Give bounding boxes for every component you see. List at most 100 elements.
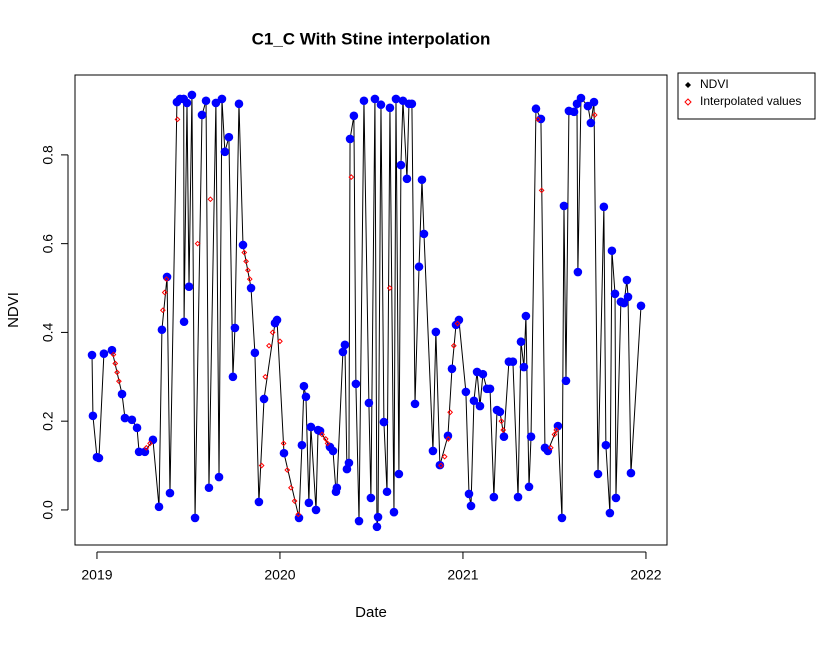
- plot-frame: [74, 74, 668, 546]
- ndvi-point: [428, 446, 438, 456]
- interpolated-point: [112, 360, 119, 367]
- ndvi-point: [184, 282, 194, 291]
- ndvi-point: [593, 469, 603, 479]
- ndvi-point: [370, 94, 380, 104]
- ndvi-point: [359, 96, 369, 106]
- ndvi-point: [99, 349, 109, 359]
- ndvi-point: [414, 262, 424, 272]
- interpolated-point: [245, 267, 251, 274]
- ndvi-point: [391, 94, 401, 104]
- legend-label: NDVI: [700, 77, 729, 91]
- ndvi-point: [272, 315, 282, 325]
- ndvi-point: [332, 483, 342, 493]
- ndvi-point: [340, 340, 350, 350]
- ndvi-point: [157, 325, 167, 335]
- ndvi-point: [394, 469, 404, 479]
- interpolated-point: [258, 462, 265, 469]
- ndvi-point: [495, 407, 505, 417]
- ndvi-point: [154, 502, 164, 512]
- ndvi-point: [516, 337, 526, 347]
- ndvi-point: [499, 432, 509, 442]
- ndvi-point: [217, 94, 227, 104]
- interpolated-point: [174, 116, 181, 123]
- ndvi-point: [364, 398, 374, 408]
- ndvi-point: [344, 458, 354, 468]
- ndvi-point: [489, 492, 499, 502]
- interpolated-point: [322, 436, 329, 442]
- ndvi-point: [211, 98, 221, 108]
- interpolated-point: [535, 116, 541, 123]
- ndvi-point: [120, 413, 130, 423]
- interpolated-point: [450, 342, 457, 349]
- ndvi-point: [611, 493, 621, 503]
- ndvi-point: [187, 90, 197, 100]
- ndvi-point: [524, 482, 534, 492]
- ndvi-point: [354, 516, 364, 526]
- ndvi-point: [573, 267, 583, 277]
- interpolated-point: [324, 440, 331, 447]
- ndvi-point: [279, 448, 289, 458]
- interpolated-point: [269, 329, 276, 336]
- interpolated-point: [386, 285, 393, 291]
- ndvi-point: [419, 229, 429, 239]
- interpolated-point: [591, 112, 598, 118]
- ndvi-point: [376, 100, 386, 110]
- ndvi-point: [165, 488, 175, 498]
- ndvi-point: [345, 134, 355, 144]
- interpolated-point: [438, 462, 444, 469]
- ndvi-point: [127, 415, 137, 425]
- interpolated-point: [538, 187, 545, 194]
- ndvi-point: [328, 446, 338, 456]
- ndvi-point: [372, 522, 382, 532]
- ndvi-point: [569, 107, 579, 117]
- ndvi-point: [87, 350, 97, 360]
- ndvi-point: [521, 311, 531, 321]
- ndvi-point: [601, 440, 611, 450]
- interpolated-point: [266, 342, 272, 349]
- ndvi-point: [228, 372, 238, 382]
- interpolated-point: [161, 289, 168, 296]
- x-tick-label: 2021: [447, 567, 478, 583]
- ndvi-point: [299, 381, 309, 391]
- ndvi-point: [605, 508, 615, 518]
- x-tick-label: 2022: [630, 567, 661, 583]
- legend-box: [677, 72, 816, 120]
- ndvi-point: [531, 104, 541, 114]
- ndvi-point: [94, 453, 104, 463]
- ndvi-point: [234, 99, 244, 109]
- ndvi-point: [373, 512, 383, 522]
- ndvi-point: [586, 118, 596, 128]
- interpolated-point: [288, 484, 294, 491]
- interpolated-point: [445, 436, 452, 442]
- interpolated-point: [116, 378, 122, 385]
- ndvi-point: [513, 492, 523, 502]
- ndvi-point: [469, 396, 479, 406]
- ndvi-point: [636, 301, 646, 311]
- ndvi-point: [338, 347, 348, 357]
- ndvi-point: [230, 323, 240, 333]
- ndvi-point: [214, 472, 224, 482]
- ndvi-point: [447, 364, 457, 374]
- chart-title: C1_C With Stine interpolation: [252, 29, 491, 48]
- ndvi-point: [246, 283, 256, 293]
- interpolated-point: [262, 373, 269, 380]
- ndvi-point: [148, 435, 158, 445]
- interpolated-point: [246, 276, 253, 283]
- y-tick-label: 0.4: [40, 322, 56, 342]
- ndvi-point: [622, 275, 632, 285]
- interpolated-point: [194, 240, 201, 247]
- y-tick-label: 0.2: [40, 411, 56, 431]
- interpolated-point: [159, 307, 166, 314]
- interpolated-point: [110, 351, 117, 358]
- interpolated-point: [547, 444, 554, 451]
- ndvi-point: [543, 446, 553, 456]
- interpolated-point: [277, 338, 283, 345]
- ndvi-point: [117, 389, 127, 399]
- interpolated-point: [551, 431, 558, 438]
- interpolated-point: [284, 467, 291, 473]
- ndvi-point: [626, 468, 636, 478]
- ndvi-point: [204, 483, 214, 493]
- ndvi-point: [366, 493, 376, 503]
- interpolated-point: [441, 453, 448, 460]
